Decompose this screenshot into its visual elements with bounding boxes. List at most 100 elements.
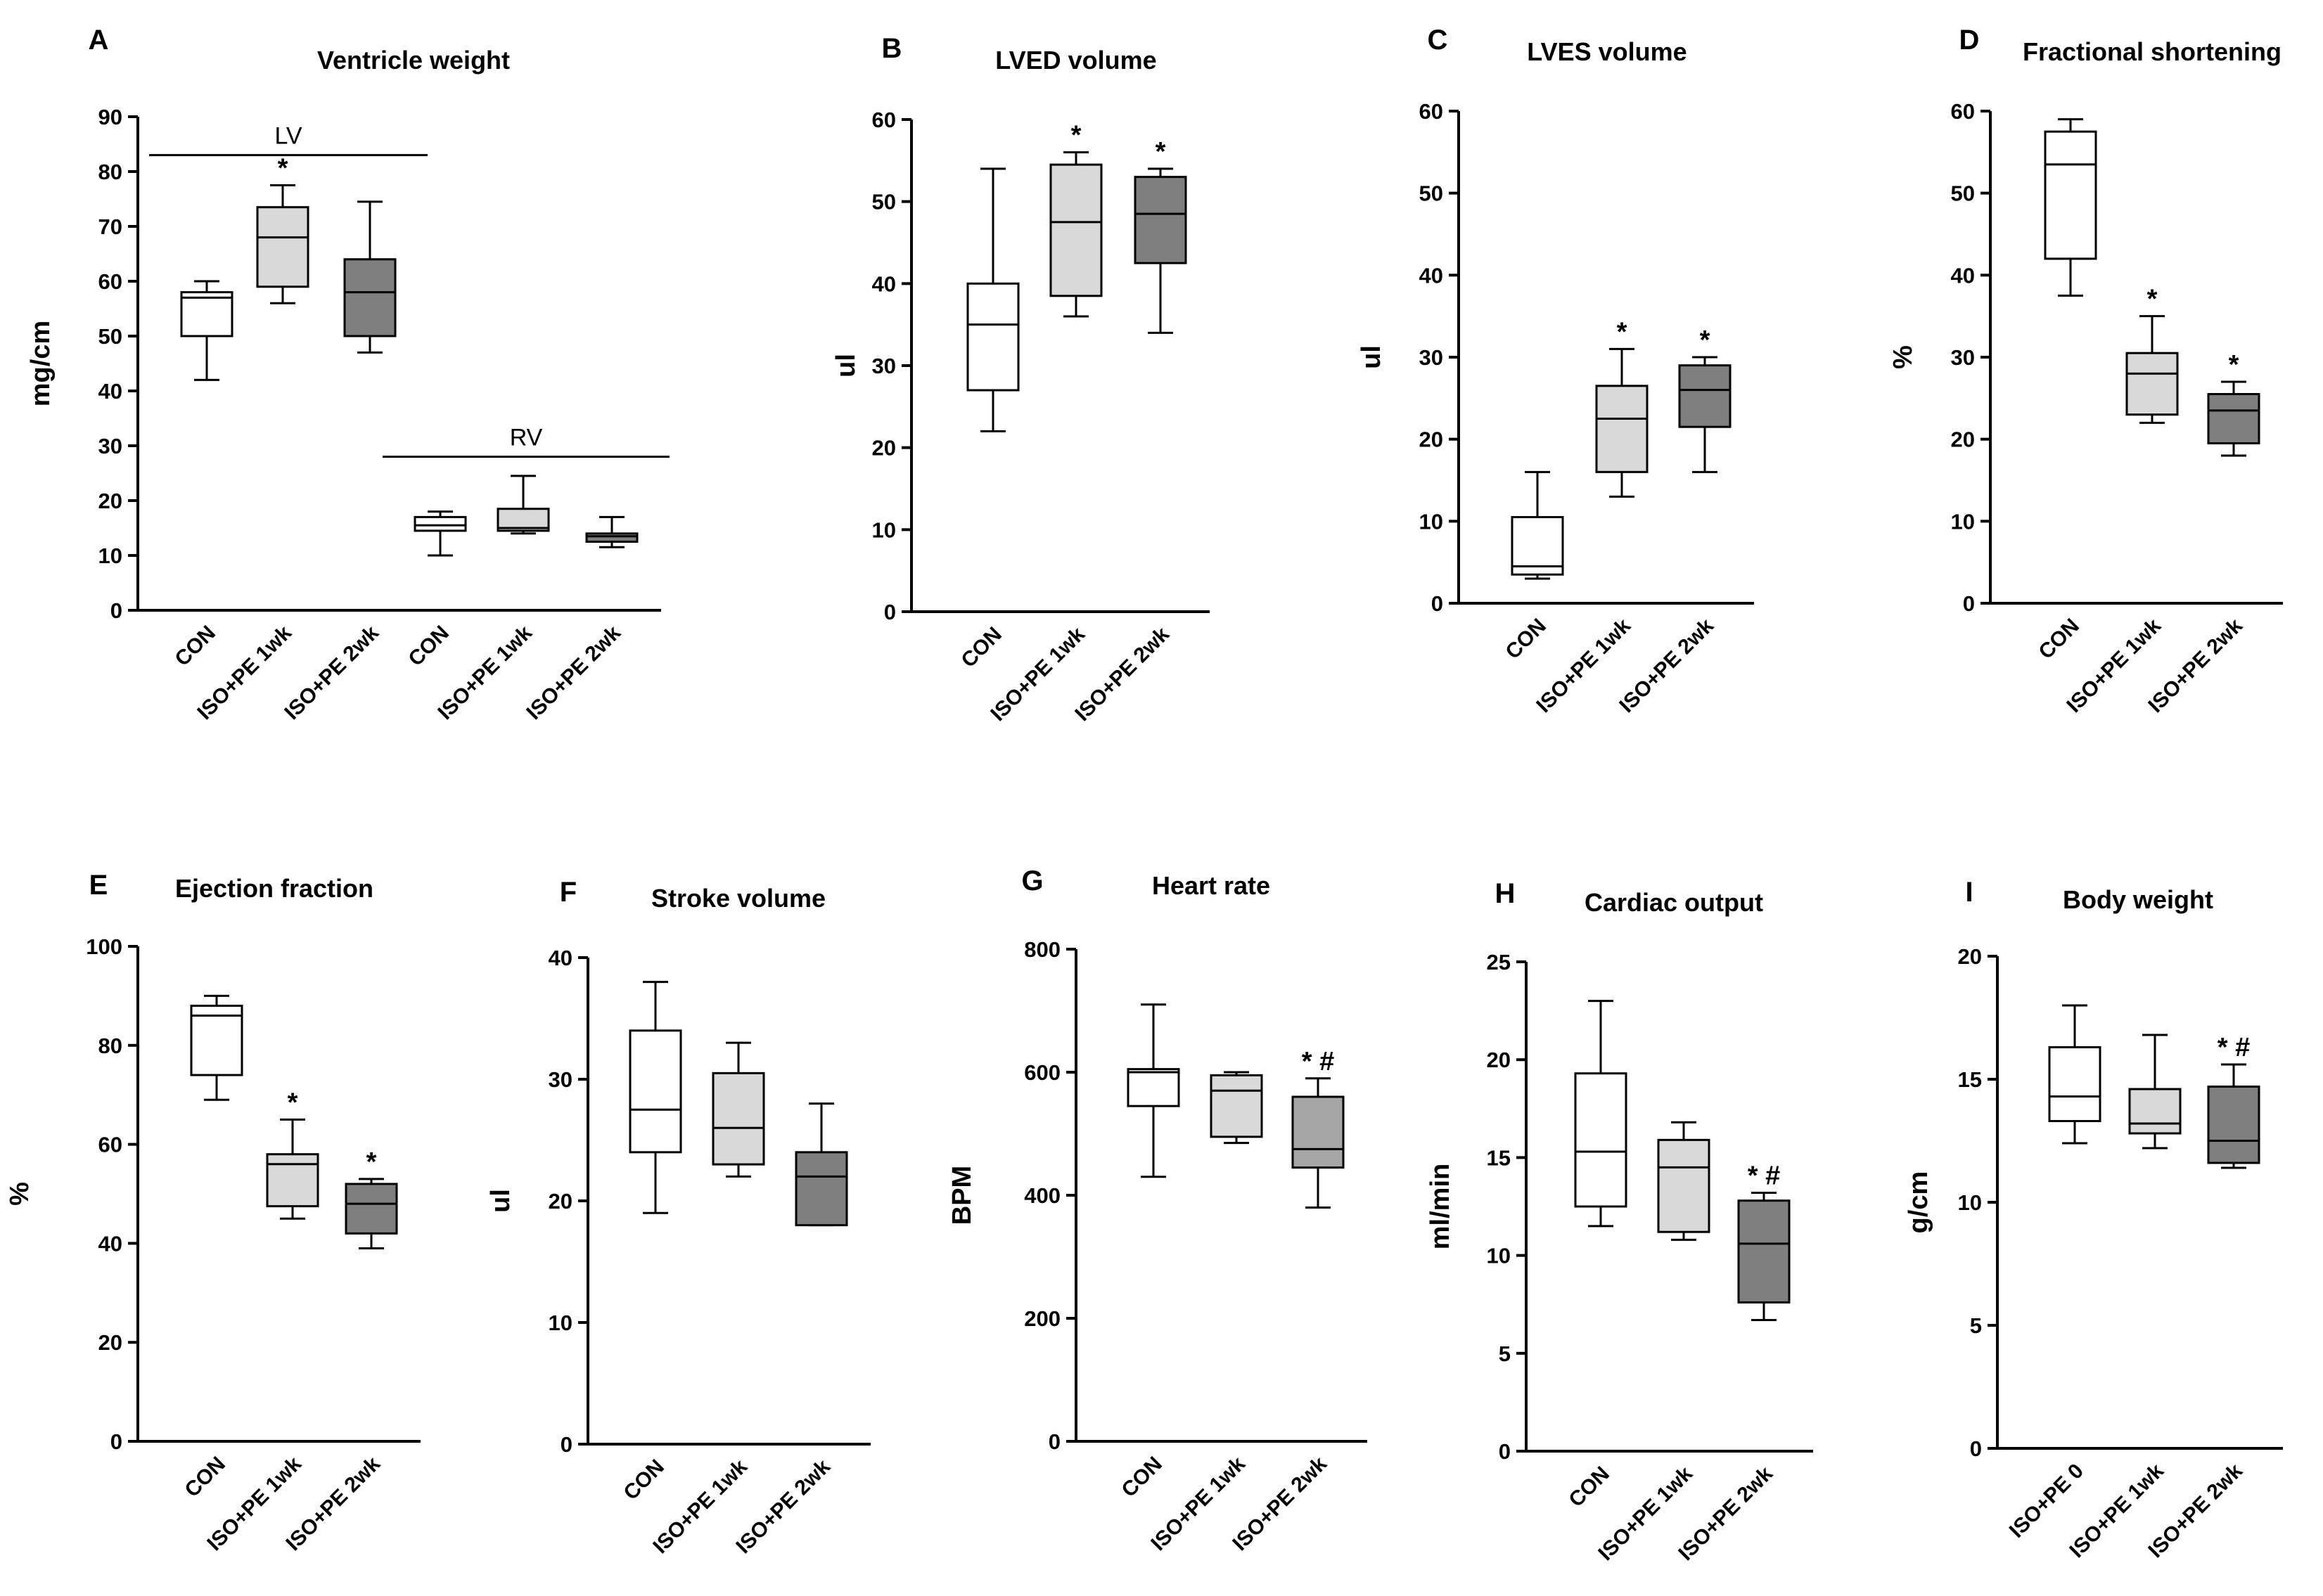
y-tick-label: 5 [1499,1341,1511,1366]
box-1: * [1049,121,1103,318]
box-0 [190,994,243,1101]
box-5 [585,515,639,548]
x-tick-label: CON [2034,614,2083,664]
y-tick-label: 10 [872,517,896,542]
chart-title: Ejection fraction [175,874,373,903]
y-tick-label: 40 [549,946,572,970]
significance-mark: * # [1748,1161,1780,1191]
box-1 [712,1041,765,1178]
panel-letter: F [560,877,577,908]
box-2: * # [1291,1047,1345,1209]
y-tick-label: 0 [1499,1439,1511,1464]
box-iqr [1291,1095,1345,1169]
y-tick-label: 30 [1951,345,1975,370]
y-tick-label: 20 [1487,1048,1511,1072]
y-axis-label: % [1888,345,1918,369]
panel-D: D Fractional shortening 0 10 20 30 40 50 60% CON *… [1888,25,2283,717]
box-iqr [966,282,1020,392]
y-tick-label: 10 [549,1311,572,1335]
panel-letter: A [89,25,109,56]
y-tick-label: 20 [1419,427,1443,452]
box-4 [497,475,550,535]
box-iqr [2125,352,2179,416]
box-2: * # [2207,1033,2260,1169]
box-2: * # [1737,1161,1791,1321]
panel-letter: H [1495,878,1516,909]
box-iqr [343,258,397,337]
box-1 [1657,1121,1710,1241]
box-iqr [712,1071,765,1166]
panel-E: E Ejection fraction020406080100%CON*ISO+P… [5,870,421,1555]
y-tick-label: 400 [1024,1183,1061,1208]
y-axis-label: ul [486,1189,516,1213]
y-tick-label: 50 [98,324,122,349]
y-tick-label: 60 [1419,99,1443,124]
box-1: * [256,154,309,304]
y-tick-label: 0 [884,600,896,624]
y-tick-label: 20 [1958,944,1982,969]
y-tick-label: 200 [1024,1306,1061,1331]
y-tick-label: 10 [1487,1244,1511,1268]
y-tick-label: 40 [1951,263,1975,288]
panel-H: H Cardiac output0510152025ml/minCONISO+PE… [1426,878,1813,1565]
y-tick-label: 30 [872,354,896,378]
significance-mark: * [1700,326,1710,355]
box-iqr [585,532,639,543]
x-tick-label: CON [619,1455,668,1505]
y-tick-label: 0 [1970,1436,1982,1461]
y-tick-label: 600 [1024,1060,1061,1085]
y-tick-label: 80 [98,1034,122,1058]
y-tick-label: 60 [98,1133,122,1157]
y-axis-label: % [5,1182,34,1206]
y-tick-label: 10 [1951,509,1975,534]
box-iqr [1134,176,1187,264]
y-tick-label: 60 [98,269,122,294]
y-tick-label: 0 [1431,591,1443,616]
y-tick-label: 25 [1487,950,1511,974]
y-tick-label: 50 [1419,181,1443,206]
y-tick-label: 10 [98,543,122,568]
y-tick-label: 5 [1970,1313,1982,1338]
chart-title: Stroke volume [651,884,826,913]
box-0 [966,167,1020,432]
significance-mark: * [288,1088,298,1117]
y-tick-label: 20 [98,489,122,513]
significance-mark: * [278,154,288,184]
y-tick-label: 40 [98,379,122,404]
y-tick-label: 0 [561,1432,572,1457]
box-2: * [345,1147,398,1249]
x-tick-label: ISO+PE 2wk [280,621,383,724]
significance-mark: * [1071,121,1082,150]
y-tick-label: 50 [1951,181,1975,206]
box-1: * [266,1088,319,1220]
x-tick-label: CON [404,622,453,671]
significance-mark: * [2229,350,2239,380]
y-tick-label: 0 [110,1429,122,1454]
box-iqr [1574,1072,1627,1208]
y-tick-label: 50 [872,190,896,214]
box-iqr [180,291,233,337]
box-iqr [345,1183,398,1235]
y-tick-label: 40 [1419,263,1443,288]
y-tick-label: 100 [86,934,122,959]
significance-mark: * # [1302,1047,1334,1076]
y-tick-label: 15 [1958,1067,1982,1092]
box-iqr [256,206,309,288]
box-iqr [629,1029,682,1154]
y-tick-label: 0 [110,598,122,623]
y-tick-label: 60 [1951,99,1975,124]
box-iqr [1657,1138,1710,1233]
y-tick-label: 20 [549,1189,572,1214]
y-tick-label: 70 [98,214,122,239]
box-iqr [1511,516,1564,576]
chart-title: Cardiac output [1585,888,1763,917]
box-2: * [1134,137,1187,334]
chart-title: LVED volume [995,46,1156,75]
y-tick-label: 30 [1419,345,1443,370]
x-tick-label: CON [1117,1453,1166,1502]
